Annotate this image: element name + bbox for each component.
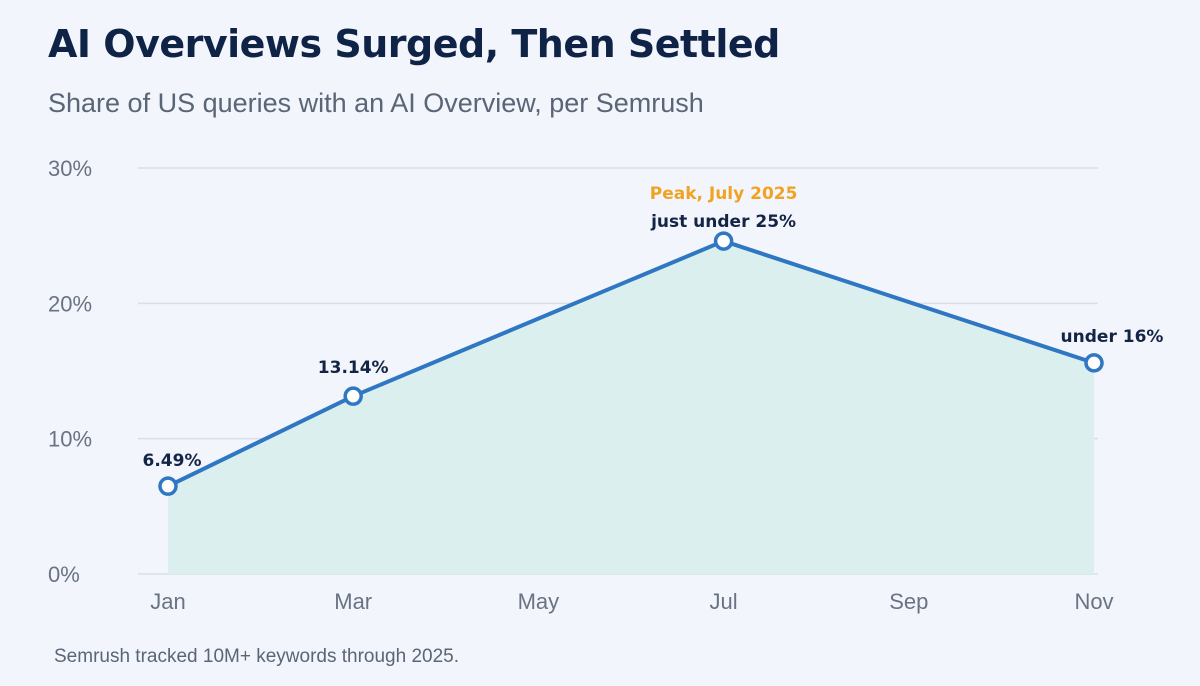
data-label-jan: 6.49% (143, 451, 202, 471)
data-point-jan (158, 476, 178, 496)
x-tick-label: Jul (710, 589, 738, 614)
chart-title: AI Overviews Surged, Then Settled (48, 22, 780, 66)
series-line (166, 239, 1096, 489)
peak-annotation: Peak, July 2025 (650, 184, 798, 204)
y-tick-label: 20% (48, 291, 92, 316)
data-label-nov: under 16% (1061, 327, 1164, 347)
y-tick-label: 0% (48, 562, 80, 587)
y-tick-label: 10% (48, 427, 92, 452)
x-tick-label: Nov (1074, 589, 1113, 614)
y-tick-label: 30% (48, 156, 92, 181)
data-label-mar: 13.14% (318, 358, 389, 378)
data-point-nov (1084, 353, 1104, 373)
x-tick-label: Sep (889, 589, 928, 614)
x-tick-label: Jan (150, 589, 185, 614)
chart-subtitle: Share of US queries with an AI Overview,… (48, 88, 704, 118)
data-point-jul (713, 231, 734, 251)
x-tick-label: Mar (334, 589, 372, 614)
x-tick-label: May (518, 589, 560, 614)
series-area (168, 241, 1094, 574)
data-label-jul: just under 25% (650, 212, 796, 232)
data-point-mar (343, 386, 363, 406)
footnote: Semrush tracked 10M+ keywords through 20… (54, 646, 460, 667)
